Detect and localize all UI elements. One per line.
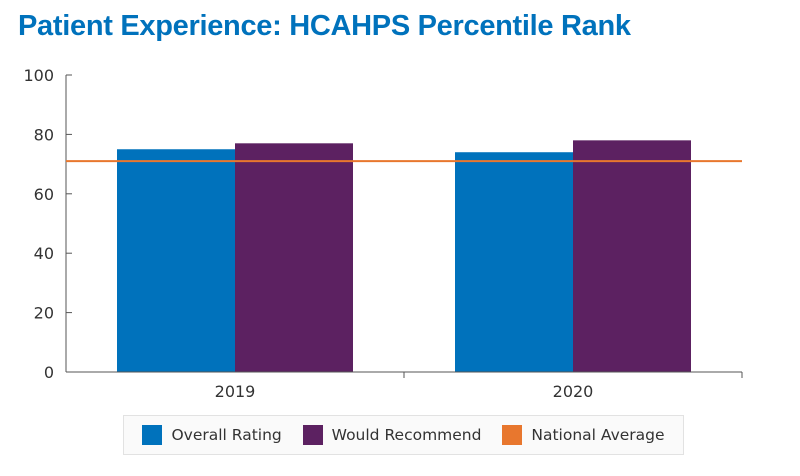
chart-title: Patient Experience: HCAHPS Percentile Ra… — [18, 10, 631, 42]
would-recommend-bar — [235, 143, 353, 372]
legend-label: Would Recommend — [331, 426, 482, 444]
would-recommend-bar — [573, 140, 691, 372]
national-average-swatch — [502, 425, 523, 445]
y-tick-label: 60 — [34, 185, 54, 204]
bar-chart: 0 20 40 60 80 100 2019 2020 — [23, 66, 743, 401]
y-tick-label: 20 — [34, 304, 54, 323]
x-tick-label: 2020 — [553, 382, 594, 401]
overall-rating-bar — [455, 152, 573, 372]
x-tick-label: 2019 — [215, 382, 256, 401]
y-tick-label: 80 — [34, 125, 54, 144]
legend-item-national-average[interactable]: National Average — [502, 425, 665, 445]
overall-rating-swatch — [142, 425, 163, 445]
x-axis: 2019 2020 — [66, 371, 743, 401]
legend-item-would-recommend[interactable]: Would Recommend — [302, 425, 482, 445]
would-recommend-swatch — [302, 425, 323, 445]
legend-label: National Average — [531, 426, 665, 444]
y-tick-label: 40 — [34, 244, 54, 263]
legend-label: Overall Rating — [171, 426, 282, 444]
y-tick-label: 0 — [44, 363, 54, 382]
y-tick-label: 100 — [23, 66, 54, 85]
legend-item-overall-rating[interactable]: Overall Rating — [142, 425, 282, 445]
legend: Overall Rating Would Recommend National … — [123, 415, 684, 455]
y-axis: 0 20 40 60 80 100 — [23, 66, 72, 382]
overall-rating-bar — [117, 149, 235, 372]
bars — [117, 140, 691, 372]
